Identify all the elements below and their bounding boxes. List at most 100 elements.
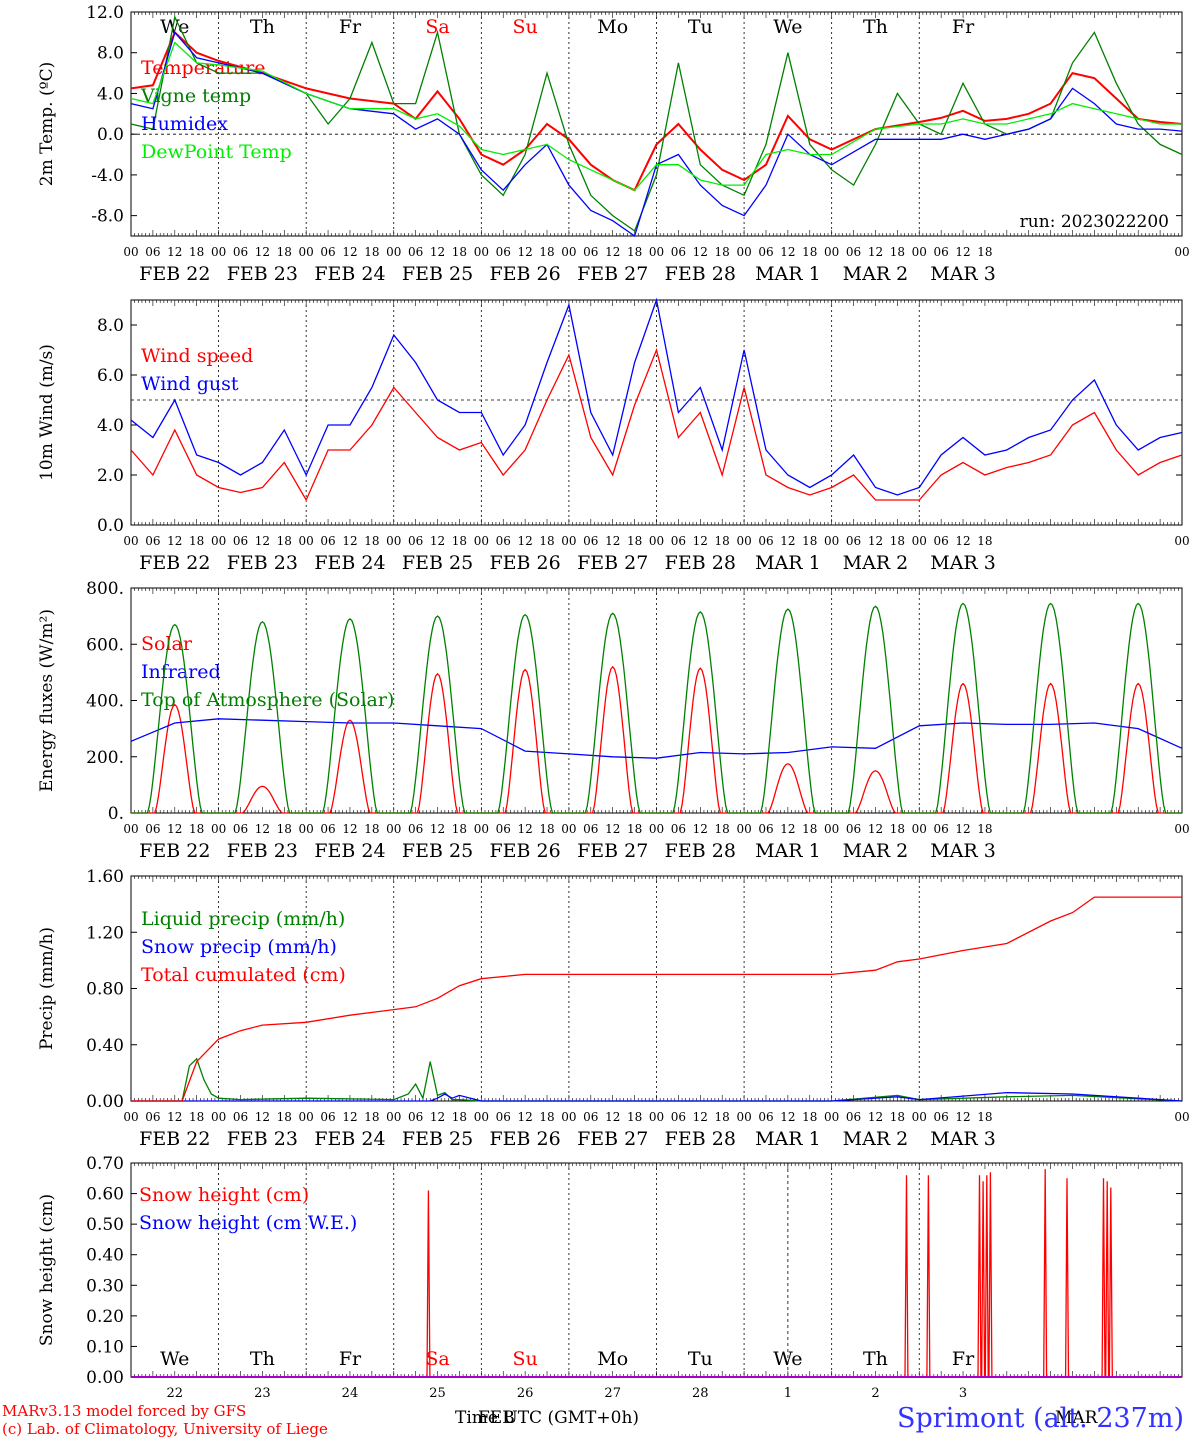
hour-tick-label: 00 — [299, 245, 314, 259]
weekday-label: Th — [863, 1348, 888, 1370]
date-label: FEB 24 — [314, 552, 385, 574]
y-tick-label: 2.0 — [97, 466, 124, 486]
hour-tick-label: 00 — [736, 534, 751, 548]
hour-tick-label: 12 — [868, 245, 883, 259]
hour-tick-label: 18 — [715, 822, 730, 836]
day-number-label: 28 — [692, 1386, 709, 1401]
hour-tick-label: 00 — [123, 1110, 138, 1124]
y-tick-label: 1.60 — [86, 867, 124, 887]
hour-tick-label: 06 — [320, 245, 335, 259]
xaxis-month-feb: FEB — [478, 1408, 515, 1428]
date-label: MAR 1 — [755, 552, 821, 574]
date-label: FEB 23 — [227, 263, 298, 285]
hour-tick-label: 00 — [211, 245, 226, 259]
hour-tick-label: 06 — [671, 1110, 686, 1124]
hour-tick-label: 18 — [364, 1110, 379, 1124]
date-label: FEB 24 — [314, 263, 385, 285]
hour-tick-label: 12 — [868, 822, 883, 836]
series-line — [131, 1091, 1183, 1102]
date-label: FEB 23 — [227, 552, 298, 574]
hour-tick-label: 00 — [736, 245, 751, 259]
series-line — [130, 41, 1182, 191]
hour-tick-label: 12 — [517, 245, 532, 259]
hour-tick-label: 12 — [605, 1110, 620, 1124]
date-label: FEB 24 — [314, 1128, 385, 1150]
run-label: run: 2023022200 — [1020, 212, 1169, 232]
hour-tick-label: 12 — [342, 245, 357, 259]
weekday-label: Mo — [597, 16, 628, 38]
hour-tick-label: 06 — [496, 534, 511, 548]
date-label: FEB 22 — [139, 840, 210, 862]
hour-tick-label: 00 — [211, 822, 226, 836]
hour-tick-label: 00 — [1174, 534, 1189, 548]
hour-tick-label: 06 — [408, 822, 423, 836]
hour-tick-label: 12 — [868, 1110, 883, 1124]
weekday-label: Tu — [688, 1348, 713, 1370]
hour-tick-label: 12 — [430, 822, 445, 836]
hour-tick-label: 06 — [408, 1110, 423, 1124]
date-label: MAR 2 — [843, 552, 909, 574]
hour-tick-label: 18 — [802, 822, 817, 836]
date-label: FEB 25 — [402, 840, 473, 862]
hour-tick-label: 06 — [583, 822, 598, 836]
date-label: FEB 27 — [577, 263, 648, 285]
weekday-label: Mo — [597, 1348, 628, 1370]
date-label: MAR 2 — [843, 1128, 909, 1150]
hour-tick-label: 06 — [846, 534, 861, 548]
day-number-label: 24 — [342, 1386, 359, 1401]
hour-tick-label: 06 — [934, 1110, 949, 1124]
hour-tick-label: 00 — [649, 822, 664, 836]
date-label: FEB 27 — [577, 1128, 648, 1150]
hour-tick-label: 18 — [715, 534, 730, 548]
y-axis-label: Snow height (cm) — [37, 1194, 57, 1346]
date-label: FEB 27 — [577, 552, 648, 574]
day-number-label: 23 — [254, 1386, 271, 1401]
hour-tick-label: 00 — [1174, 245, 1189, 259]
hour-tick-label: 12 — [167, 245, 182, 259]
day-number-label: 2 — [871, 1386, 879, 1401]
hour-tick-label: 18 — [802, 1110, 817, 1124]
legend-entry: Liquid precip (mm/h) — [141, 908, 345, 930]
hour-tick-label: 12 — [605, 534, 620, 548]
hour-tick-label: 18 — [627, 822, 642, 836]
series-line — [131, 1057, 1183, 1102]
hour-tick-label: 06 — [145, 1110, 160, 1124]
day-number-label: 1 — [784, 1386, 792, 1401]
hour-tick-label: 06 — [934, 534, 949, 548]
hour-tick-label: 12 — [167, 534, 182, 548]
hour-tick-label: 18 — [277, 1110, 292, 1124]
hour-tick-label: 12 — [780, 534, 795, 548]
weekday-label: We — [773, 1348, 802, 1370]
weekday-label: We — [773, 16, 802, 38]
hour-tick-label: 06 — [671, 822, 686, 836]
date-label: MAR 3 — [930, 1128, 996, 1150]
series-line — [130, 347, 1183, 502]
date-label: MAR 1 — [755, 840, 821, 862]
hour-tick-label: 18 — [802, 534, 817, 548]
y-tick-label: 6.0 — [97, 366, 124, 386]
hour-tick-label: 18 — [715, 245, 730, 259]
hour-tick-label: 06 — [758, 1110, 773, 1124]
day-number-label: 22 — [167, 1386, 184, 1401]
hour-tick-label: 12 — [780, 822, 795, 836]
hour-tick-label: 00 — [299, 1110, 314, 1124]
hour-tick-label: 18 — [890, 822, 905, 836]
hour-tick-label: 06 — [233, 534, 248, 548]
y-tick-label: 0.50 — [86, 1215, 124, 1235]
hour-tick-label: 00 — [299, 534, 314, 548]
footer-model-credit: MARv3.13 model forced by GFS — [2, 1402, 246, 1420]
hour-tick-label: 00 — [386, 534, 401, 548]
date-label: FEB 22 — [139, 1128, 210, 1150]
hour-tick-label: 18 — [890, 1110, 905, 1124]
hour-tick-label: 12 — [255, 1110, 270, 1124]
weekday-label: Su — [512, 1348, 537, 1370]
hour-tick-label: 18 — [627, 245, 642, 259]
date-label: FEB 28 — [665, 552, 736, 574]
hour-tick-label: 18 — [977, 534, 992, 548]
hour-tick-label: 06 — [320, 534, 335, 548]
legend-entry: Infrared — [141, 661, 221, 683]
hour-tick-label: 06 — [583, 534, 598, 548]
legend-entry: Snow height (cm W.E.) — [139, 1212, 357, 1234]
y-tick-label: 8.0 — [97, 316, 124, 336]
